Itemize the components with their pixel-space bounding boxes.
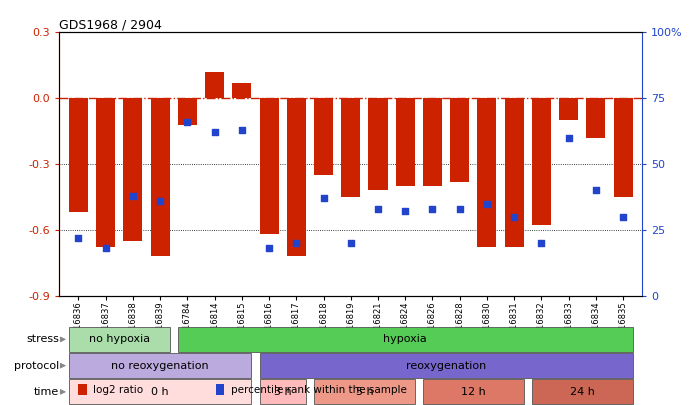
Point xyxy=(482,200,493,207)
Bar xyxy=(559,98,578,120)
Point xyxy=(127,192,138,199)
Point xyxy=(181,119,193,125)
Point xyxy=(400,208,411,215)
Text: hypoxia: hypoxia xyxy=(383,335,427,344)
FancyBboxPatch shape xyxy=(532,379,632,405)
Point xyxy=(373,205,384,212)
Bar xyxy=(477,98,496,247)
Bar xyxy=(450,98,469,181)
Text: 3 h: 3 h xyxy=(274,387,292,397)
Point xyxy=(100,245,111,252)
Bar xyxy=(260,98,279,234)
FancyBboxPatch shape xyxy=(314,379,415,405)
Point xyxy=(345,240,356,246)
Bar xyxy=(369,98,387,190)
Bar xyxy=(532,98,551,226)
Text: reoxygenation: reoxygenation xyxy=(406,360,487,371)
Bar xyxy=(505,98,524,247)
FancyBboxPatch shape xyxy=(260,379,306,405)
Bar xyxy=(96,98,115,247)
Text: 12 h: 12 h xyxy=(461,387,486,397)
Point xyxy=(454,205,466,212)
Bar xyxy=(232,83,251,98)
Bar xyxy=(124,98,142,241)
Bar xyxy=(287,98,306,256)
Bar xyxy=(205,72,224,98)
Point xyxy=(536,240,547,246)
Bar xyxy=(314,98,333,175)
Bar xyxy=(614,98,632,197)
Bar xyxy=(69,98,88,212)
Text: log2 ratio: log2 ratio xyxy=(94,385,144,395)
Text: 5 h: 5 h xyxy=(355,387,373,397)
Bar xyxy=(78,384,87,395)
FancyBboxPatch shape xyxy=(423,379,524,405)
Point xyxy=(236,126,247,133)
Text: 24 h: 24 h xyxy=(570,387,595,397)
Text: no hypoxia: no hypoxia xyxy=(89,335,150,344)
Bar xyxy=(396,98,415,186)
Bar xyxy=(216,384,224,395)
Text: GDS1968 / 2904: GDS1968 / 2904 xyxy=(59,18,162,31)
FancyBboxPatch shape xyxy=(260,353,632,378)
Point xyxy=(263,245,274,252)
Bar xyxy=(178,98,197,124)
FancyBboxPatch shape xyxy=(69,353,251,378)
Point xyxy=(154,198,165,204)
Point xyxy=(209,129,220,136)
Text: time: time xyxy=(34,387,59,397)
Bar xyxy=(423,98,442,186)
Bar xyxy=(586,98,605,138)
FancyBboxPatch shape xyxy=(69,379,251,405)
Point xyxy=(563,134,574,141)
Text: stress: stress xyxy=(27,335,59,344)
Text: protocol: protocol xyxy=(14,360,59,371)
Point xyxy=(591,187,602,194)
FancyBboxPatch shape xyxy=(69,327,170,352)
Bar xyxy=(341,98,360,197)
Text: 0 h: 0 h xyxy=(151,387,169,397)
Bar xyxy=(151,98,170,256)
Point xyxy=(318,195,329,201)
Point xyxy=(73,234,84,241)
Point xyxy=(427,205,438,212)
Text: no reoxygenation: no reoxygenation xyxy=(111,360,209,371)
FancyBboxPatch shape xyxy=(178,327,632,352)
Point xyxy=(290,240,302,246)
Point xyxy=(618,213,629,220)
Point xyxy=(509,213,520,220)
Text: percentile rank within the sample: percentile rank within the sample xyxy=(231,385,407,395)
